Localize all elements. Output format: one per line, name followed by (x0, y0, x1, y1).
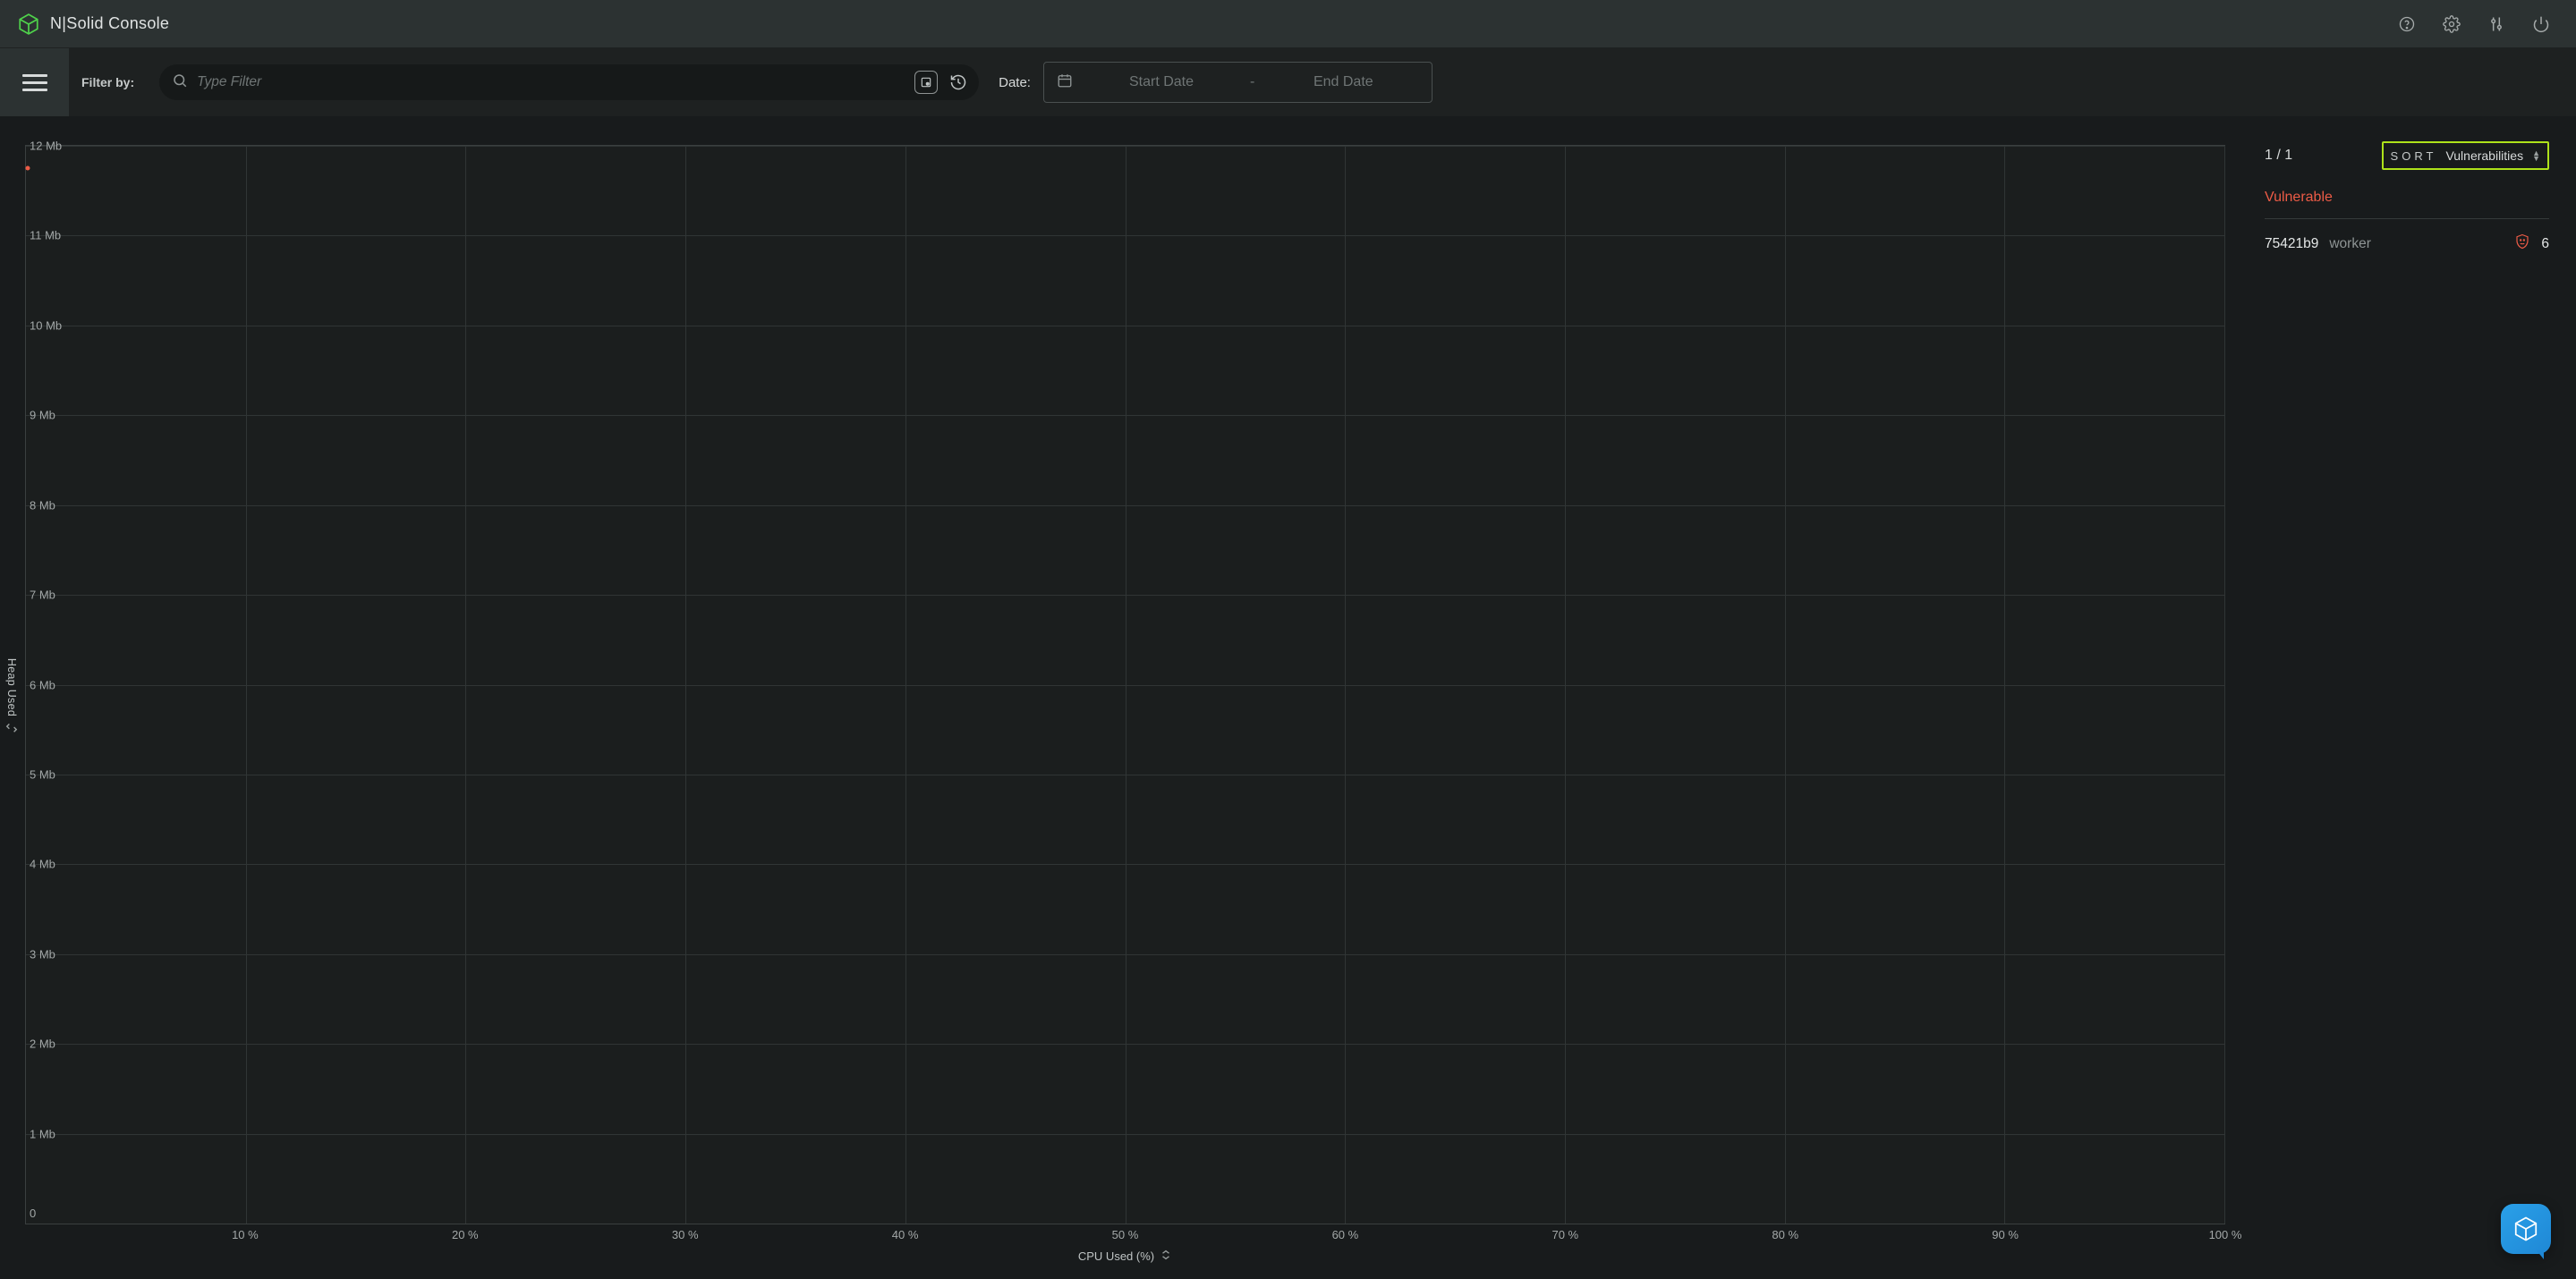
plot-wrap: 1 Mb 2 Mb 3 Mb 4 Mb 5 Mb 6 Mb 7 Mb 8 Mb 9 Mb 10 M… (25, 145, 2225, 1263)
save-filter-button[interactable] (914, 71, 938, 94)
gridline-v (1345, 146, 1346, 1224)
chart-area: Heap Used 1 Mb 2 Mb 3 Mb 4 Mb 5 Mb 6 Mb 7 Mb 8 … (0, 116, 2254, 1279)
y-tick-label: 5 Mb (30, 767, 55, 781)
product-name: N|Solid Console (50, 14, 169, 33)
process-list-panel: 1 / 1 SORT Vulnerabilities ▲▼ Vulnerable… (2254, 116, 2576, 1279)
filter-by-label: Filter by: (81, 75, 134, 89)
x-tick-label: 90 % (1992, 1228, 2019, 1241)
sort-label: SORT (2391, 149, 2437, 163)
gridline-v (246, 146, 247, 1224)
help-icon[interactable] (2397, 14, 2417, 34)
x-tick-label: 10 % (232, 1228, 259, 1241)
y-tick-label: 3 Mb (30, 947, 55, 961)
date-label: Date: (999, 75, 1031, 90)
gridline-v (1785, 146, 1786, 1224)
x-axis-label: CPU Used (%) (1078, 1249, 1154, 1263)
section-title-vulnerable: Vulnerable (2265, 190, 2549, 206)
vulnerability-count: 6 (2541, 236, 2549, 252)
x-axis-ticks: 10 %20 %30 %40 %50 %60 %70 %80 %90 %100 … (25, 1224, 2225, 1244)
gridline-v (905, 146, 906, 1224)
x-tick-label: 80 % (1772, 1228, 1798, 1241)
y-tick-label: 10 Mb (30, 318, 62, 332)
sliders-icon[interactable] (2487, 14, 2506, 34)
end-date-field[interactable]: End Date (1267, 74, 1419, 90)
data-point[interactable] (26, 166, 30, 171)
y-tick-label: 4 Mb (30, 858, 55, 871)
scatter-plot[interactable]: 1 Mb 2 Mb 3 Mb 4 Mb 5 Mb 6 Mb 7 Mb 8 Mb 9 Mb 10 M… (25, 145, 2225, 1224)
calendar-icon (1057, 72, 1073, 93)
filter-input[interactable] (197, 74, 905, 90)
y-tick-label: 1 Mb (30, 1127, 55, 1140)
x-tick-label: 40 % (892, 1228, 919, 1241)
brand[interactable]: N|Solid Console (16, 12, 169, 37)
y-tick-label: 0 (30, 1207, 36, 1220)
history-icon[interactable] (947, 71, 970, 94)
date-range-picker[interactable]: Start Date - End Date (1043, 62, 1433, 103)
process-name: worker (2329, 236, 2371, 252)
process-list: 75421b9 worker 6 (2265, 233, 2549, 254)
sort-selector[interactable]: SORT Vulnerabilities ▲▼ (2382, 141, 2549, 170)
y-tick-label: 8 Mb (30, 498, 55, 512)
x-tick-label: 100 % (2209, 1228, 2242, 1241)
x-tick-label: 30 % (672, 1228, 699, 1241)
gridline-v (685, 146, 686, 1224)
x-tick-label: 70 % (1552, 1228, 1578, 1241)
main-content: Heap Used 1 Mb 2 Mb 3 Mb 4 Mb 5 Mb 6 Mb 7 Mb 8 … (0, 116, 2576, 1279)
power-icon[interactable] (2531, 14, 2551, 34)
y-axis-label-wrap[interactable]: Heap Used (5, 658, 18, 737)
x-tick-label: 60 % (1332, 1228, 1359, 1241)
process-id: 75421b9 (2265, 236, 2318, 252)
menu-button[interactable] (0, 48, 69, 116)
x-tick-label: 50 % (1112, 1228, 1139, 1241)
process-row[interactable]: 75421b9 worker 6 (2265, 233, 2549, 254)
x-axis-label-wrap[interactable]: CPU Used (%) (25, 1249, 2225, 1263)
gridline-v (2004, 146, 2005, 1224)
sort-value: Vulnerabilities (2445, 148, 2523, 163)
gridline-v (2224, 146, 2225, 1224)
filter-bar: Filter by: Date: Start Date - End Date (0, 48, 2576, 116)
top-nav: N|Solid Console (0, 0, 2576, 48)
search-icon (172, 72, 188, 93)
hamburger-icon (22, 74, 47, 91)
y-tick-label: 12 Mb (30, 140, 62, 153)
topnav-actions (2397, 14, 2560, 34)
gridline-v (465, 146, 466, 1224)
vulnerability-shield-icon (2514, 233, 2530, 254)
start-date-field[interactable]: Start Date (1085, 74, 1237, 90)
y-tick-label: 9 Mb (30, 409, 55, 422)
y-axis-label: Heap Used (5, 658, 18, 716)
sort-chevron-icon: ▲▼ (2532, 150, 2540, 161)
gridline-v (1565, 146, 1566, 1224)
y-tick-label: 2 Mb (30, 1038, 55, 1051)
axis-swap-icon (1160, 1249, 1172, 1263)
x-tick-label: 20 % (452, 1228, 479, 1241)
y-tick-label: 7 Mb (30, 589, 55, 602)
chat-fab[interactable] (2501, 1204, 2551, 1254)
y-tick-label: 6 Mb (30, 678, 55, 691)
y-tick-label: 11 Mb (30, 229, 61, 242)
divider (2265, 218, 2549, 219)
brand-logo-icon (16, 12, 41, 37)
settings-gear-icon[interactable] (2442, 14, 2461, 34)
axis-swap-icon (5, 722, 18, 737)
process-count: 1 / 1 (2265, 148, 2292, 164)
filter-search (159, 64, 979, 100)
date-separator: - (1250, 74, 1254, 90)
